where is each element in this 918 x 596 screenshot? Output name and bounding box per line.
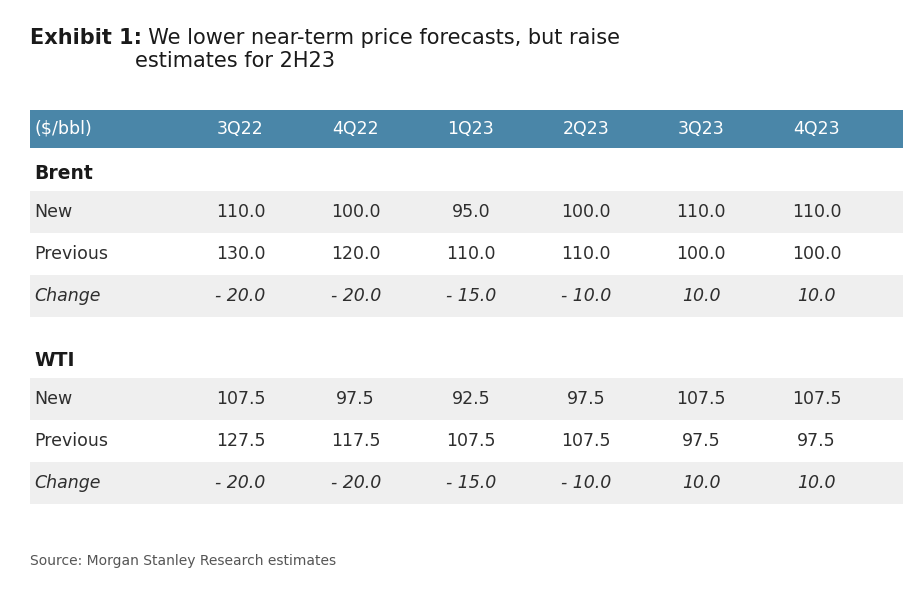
FancyBboxPatch shape [30, 275, 903, 317]
Text: 100.0: 100.0 [561, 203, 610, 221]
FancyBboxPatch shape [30, 110, 903, 148]
Text: - 20.0: - 20.0 [215, 287, 265, 305]
Text: 110.0: 110.0 [216, 203, 265, 221]
Text: 107.5: 107.5 [792, 390, 841, 408]
Text: - 20.0: - 20.0 [330, 474, 381, 492]
Text: Previous: Previous [34, 245, 108, 263]
Text: 130.0: 130.0 [216, 245, 265, 263]
FancyBboxPatch shape [30, 462, 903, 504]
Text: - 15.0: - 15.0 [446, 287, 496, 305]
FancyBboxPatch shape [30, 378, 903, 420]
Text: New: New [34, 390, 73, 408]
Text: 10.0: 10.0 [798, 474, 835, 492]
Text: - 15.0: - 15.0 [446, 474, 496, 492]
Text: 97.5: 97.5 [336, 390, 375, 408]
Text: 100.0: 100.0 [792, 245, 841, 263]
Text: New: New [34, 203, 73, 221]
FancyBboxPatch shape [30, 191, 903, 233]
Text: 107.5: 107.5 [216, 390, 265, 408]
Text: - 10.0: - 10.0 [561, 287, 611, 305]
Text: - 10.0: - 10.0 [561, 474, 611, 492]
Text: 2Q23: 2Q23 [563, 120, 610, 138]
Text: 110.0: 110.0 [561, 245, 610, 263]
Text: 4Q23: 4Q23 [793, 120, 840, 138]
Text: We lower near-term price forecasts, but raise
estimates for 2H23: We lower near-term price forecasts, but … [135, 28, 620, 71]
Text: 110.0: 110.0 [677, 203, 726, 221]
Text: 107.5: 107.5 [677, 390, 726, 408]
Text: 97.5: 97.5 [682, 432, 721, 450]
Text: 1Q23: 1Q23 [447, 120, 494, 138]
FancyBboxPatch shape [30, 233, 903, 275]
Text: Exhibit 1:: Exhibit 1: [30, 28, 142, 48]
Text: 3Q23: 3Q23 [678, 120, 724, 138]
Text: - 20.0: - 20.0 [215, 474, 265, 492]
Text: 10.0: 10.0 [682, 474, 721, 492]
Text: 3Q22: 3Q22 [217, 120, 263, 138]
Text: 110.0: 110.0 [792, 203, 841, 221]
Text: 92.5: 92.5 [452, 390, 490, 408]
Text: 100.0: 100.0 [677, 245, 726, 263]
Text: Change: Change [34, 474, 100, 492]
Text: 107.5: 107.5 [561, 432, 610, 450]
Text: - 20.0: - 20.0 [330, 287, 381, 305]
Text: 95.0: 95.0 [452, 203, 490, 221]
Text: Source: Morgan Stanley Research estimates: Source: Morgan Stanley Research estimate… [30, 554, 336, 568]
Text: 120.0: 120.0 [330, 245, 380, 263]
Text: 107.5: 107.5 [446, 432, 496, 450]
Text: 110.0: 110.0 [446, 245, 496, 263]
Text: 127.5: 127.5 [216, 432, 265, 450]
Text: 117.5: 117.5 [330, 432, 380, 450]
Text: 10.0: 10.0 [682, 287, 721, 305]
Text: Previous: Previous [34, 432, 108, 450]
Text: WTI: WTI [34, 350, 74, 370]
Text: 10.0: 10.0 [798, 287, 835, 305]
Text: Brent: Brent [34, 164, 93, 183]
Text: ($/bbl): ($/bbl) [34, 120, 92, 138]
Text: 97.5: 97.5 [566, 390, 605, 408]
Text: Change: Change [34, 287, 100, 305]
Text: 100.0: 100.0 [330, 203, 380, 221]
Text: 4Q22: 4Q22 [332, 120, 379, 138]
FancyBboxPatch shape [30, 420, 903, 462]
Text: 97.5: 97.5 [797, 432, 836, 450]
